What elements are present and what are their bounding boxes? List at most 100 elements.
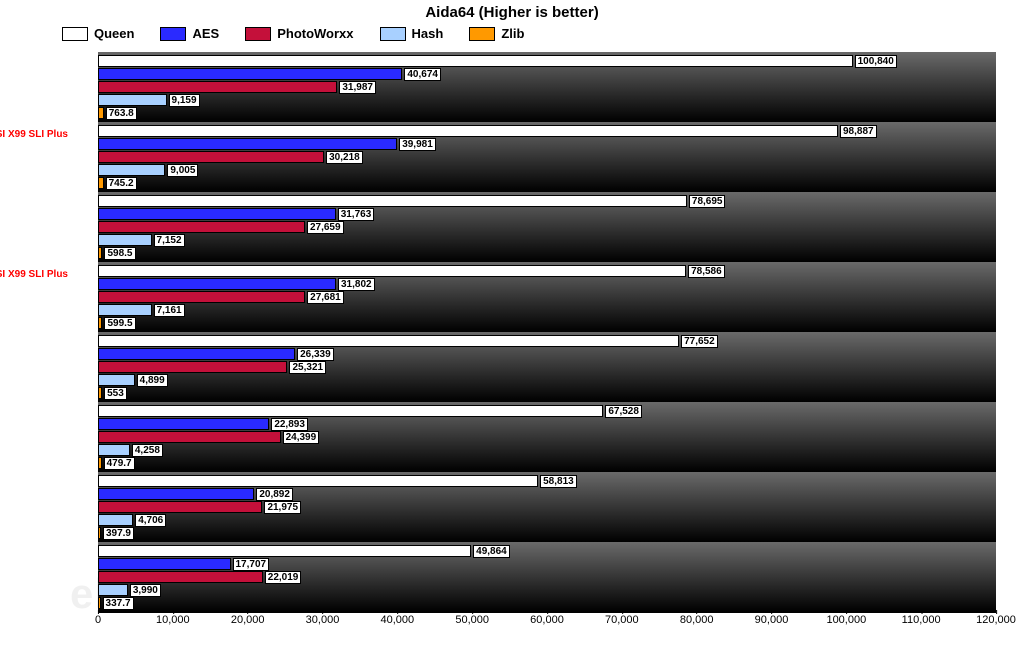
group-label-line: 3,900MHz bbox=[0, 574, 68, 587]
bar-hash bbox=[98, 234, 152, 246]
group-3: 78,58631,80227,6817,161599.5 bbox=[98, 262, 996, 332]
bar-value-photoworxx: 24,399 bbox=[283, 431, 320, 444]
bar-hash bbox=[98, 304, 152, 316]
bar-value-zlib: 599.5 bbox=[104, 317, 135, 330]
x-tick-label: 80,000 bbox=[680, 614, 714, 626]
group-label-line: 3,500MHz bbox=[0, 294, 68, 307]
bar-zlib bbox=[98, 177, 104, 189]
bar-value-aes: 31,763 bbox=[338, 208, 375, 221]
legend-label-photoworxx: PhotoWorxx bbox=[277, 26, 353, 41]
x-tick-label: 120,000 bbox=[976, 614, 1016, 626]
bar-value-zlib: 337.7 bbox=[103, 597, 134, 610]
legend-swatch-hash bbox=[380, 27, 406, 41]
group-label-line: 4770k/OC bbox=[0, 491, 68, 504]
bar-value-hash: 9,159 bbox=[169, 94, 200, 107]
bar-zlib bbox=[98, 597, 101, 609]
group-labels-6: MSI Z97 Gaming 9 AC4770k/OC4,600MHz2,400… bbox=[0, 478, 68, 530]
bar-photoworxx bbox=[98, 291, 305, 303]
bar-zlib bbox=[98, 247, 102, 259]
bar-hash bbox=[98, 444, 130, 456]
bar-queen bbox=[98, 125, 838, 137]
x-tick: 90,000 bbox=[755, 614, 789, 626]
bar-value-queen: 49,864 bbox=[473, 545, 510, 558]
legend: Queen AES PhotoWorxx Hash Zlib bbox=[62, 26, 524, 41]
group-labels-2: Rampage V Extreme5960X/Stock3,500MHz2,13… bbox=[0, 198, 68, 250]
bar-aes bbox=[98, 418, 269, 430]
x-tick: 80,000 bbox=[680, 614, 714, 626]
bar-queen bbox=[98, 265, 686, 277]
x-tick: 70,000 bbox=[605, 614, 639, 626]
bar-zlib bbox=[98, 387, 102, 399]
bar-queen bbox=[98, 545, 471, 557]
group-labels-7: MSI Z97 Gaming 9 AC4770k/XMP3,900MHz2,40… bbox=[0, 548, 68, 600]
legend-swatch-queen bbox=[62, 27, 88, 41]
x-tick-label: 20,000 bbox=[231, 614, 265, 626]
bar-hash bbox=[98, 164, 165, 176]
legend-item-zlib: Zlib bbox=[469, 26, 524, 41]
bar-photoworxx bbox=[98, 501, 262, 513]
bar-value-aes: 39,981 bbox=[399, 138, 436, 151]
bar-queen bbox=[98, 335, 679, 347]
group-label-line: 3960X/Stock bbox=[0, 421, 68, 434]
bar-value-photoworxx: 22,019 bbox=[265, 571, 302, 584]
x-tick: 100,000 bbox=[826, 614, 866, 626]
legend-item-photoworxx: PhotoWorxx bbox=[245, 26, 353, 41]
bar-queen bbox=[98, 475, 538, 487]
bar-zlib bbox=[98, 527, 101, 539]
legend-item-queen: Queen bbox=[62, 26, 134, 41]
bar-value-photoworxx: 27,659 bbox=[307, 221, 344, 234]
group-4: 77,65226,33925,3214,899553 bbox=[98, 332, 996, 402]
bar-aes bbox=[98, 558, 231, 570]
bar-zlib bbox=[98, 457, 102, 469]
legend-item-aes: AES bbox=[160, 26, 219, 41]
group-label-line: 3,900MHz bbox=[0, 434, 68, 447]
legend-swatch-photoworxx bbox=[245, 27, 271, 41]
group-label-line: 3,500MHz bbox=[0, 224, 68, 237]
legend-label-hash: Hash bbox=[412, 26, 444, 41]
bar-queen bbox=[98, 405, 603, 417]
group-label-line: 5960X/OC bbox=[0, 71, 68, 84]
bar-aes bbox=[98, 278, 336, 290]
x-tick: 30,000 bbox=[306, 614, 340, 626]
bar-photoworxx bbox=[98, 361, 287, 373]
bar-value-queen: 67,528 bbox=[605, 405, 642, 418]
group-label-line: Rampage IV Extreme bbox=[0, 338, 68, 351]
bar-value-photoworxx: 31,987 bbox=[339, 81, 376, 94]
group-label-line: 5960X/OC bbox=[0, 141, 68, 154]
bar-value-aes: 22,893 bbox=[271, 418, 308, 431]
group-5: 67,52822,89324,3994,258479.7 bbox=[98, 402, 996, 472]
group-2: 78,69531,76327,6597,152598.5 bbox=[98, 192, 996, 262]
group-label-line: 4,600MHz bbox=[0, 504, 68, 517]
group-labels-5: Rampage IV Extreme3960X/Stock3,900MHz1,6… bbox=[0, 408, 68, 460]
group-labels-3: MSI X99 SLI Plus5960X/Stock3,500MHz2,133… bbox=[0, 268, 68, 320]
group-label-line: 2,133MHz bbox=[0, 377, 68, 390]
bar-value-photoworxx: 27,681 bbox=[307, 291, 344, 304]
x-tick-label: 100,000 bbox=[826, 614, 866, 626]
bar-value-aes: 40,674 bbox=[404, 68, 441, 81]
group-label-line: MSI Z97 Gaming 9 AC bbox=[0, 478, 68, 491]
group-label-line: 3960X/OC bbox=[0, 351, 68, 364]
legend-swatch-zlib bbox=[469, 27, 495, 41]
bar-aes bbox=[98, 68, 402, 80]
bar-value-photoworxx: 21,975 bbox=[264, 501, 301, 514]
bar-photoworxx bbox=[98, 431, 281, 443]
bar-value-aes: 26,339 bbox=[297, 348, 334, 361]
group-label-line: MSI X99 SLI Plus bbox=[0, 268, 68, 281]
group-labels-1: MSI X99 SLI Plus5960X/OC4,400MHz2,666MHz bbox=[0, 128, 68, 180]
group-label-line: 2,400MHz bbox=[0, 517, 68, 530]
x-tick: 50,000 bbox=[455, 614, 489, 626]
x-tick-label: 0 bbox=[95, 614, 101, 626]
group-labels-4: Rampage IV Extreme3960X/OC4,500MHz2,133M… bbox=[0, 338, 68, 390]
bar-value-hash: 4,706 bbox=[135, 514, 166, 527]
bar-queen bbox=[98, 55, 853, 67]
chart-title: Aida64 (Higher is better) bbox=[0, 4, 1024, 21]
x-tick-label: 90,000 bbox=[755, 614, 789, 626]
bar-value-hash: 4,899 bbox=[137, 374, 168, 387]
bar-value-queen: 98,887 bbox=[840, 125, 877, 138]
group-label-line: 4,500MHz bbox=[0, 364, 68, 377]
x-tick: 110,000 bbox=[902, 614, 941, 626]
group-label-line: 5960X/Stock bbox=[0, 211, 68, 224]
bar-value-queen: 100,840 bbox=[855, 55, 897, 68]
bar-aes bbox=[98, 138, 397, 150]
bar-zlib bbox=[98, 107, 104, 119]
